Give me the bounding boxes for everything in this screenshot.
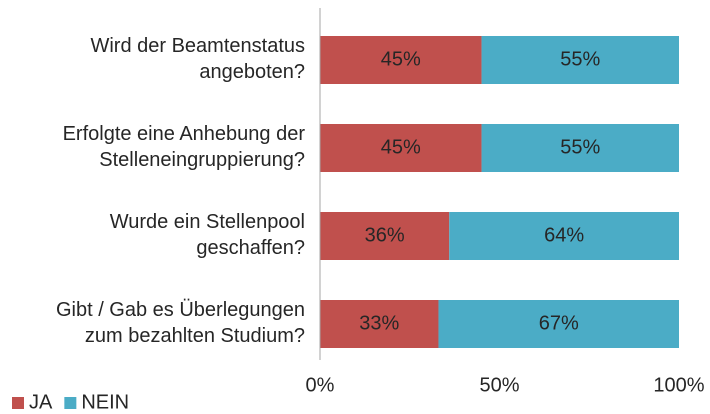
bar-segment <box>449 212 679 260</box>
bar-segment <box>320 124 482 172</box>
value-label: 45% <box>381 136 421 158</box>
value-label: 33% <box>359 312 399 334</box>
bar-segment <box>320 212 450 260</box>
bar-segment <box>320 36 482 84</box>
value-label: 67% <box>539 312 579 334</box>
bar-segment <box>481 36 679 84</box>
legend-swatch <box>64 397 77 409</box>
category-label: Erfolgte eine Anhebung der Stelleneingrup… <box>63 123 306 171</box>
legend-label: JA <box>29 391 53 413</box>
value-label: 36% <box>365 224 405 246</box>
legend-swatch <box>12 397 24 409</box>
value-label: 55% <box>560 136 600 158</box>
category-label: Gibt / Gab es Überlegungen zum bezahlten … <box>56 299 305 347</box>
bar-segment <box>438 300 679 348</box>
bar-segment <box>320 300 439 348</box>
x-tick-label: 100% <box>653 374 704 396</box>
category-label: Wird der Beamtenstatus angeboten? <box>90 35 305 83</box>
bar-segment <box>481 124 679 172</box>
value-label: 45% <box>381 48 421 70</box>
value-label: 64% <box>544 224 584 246</box>
category-label: Wurde ein Stellenpool geschaffen? <box>110 211 305 259</box>
value-label: 55% <box>560 48 600 70</box>
x-tick-label: 50% <box>479 374 519 396</box>
legend-label: NEIN <box>81 391 129 413</box>
x-tick-label: 0% <box>306 374 335 396</box>
